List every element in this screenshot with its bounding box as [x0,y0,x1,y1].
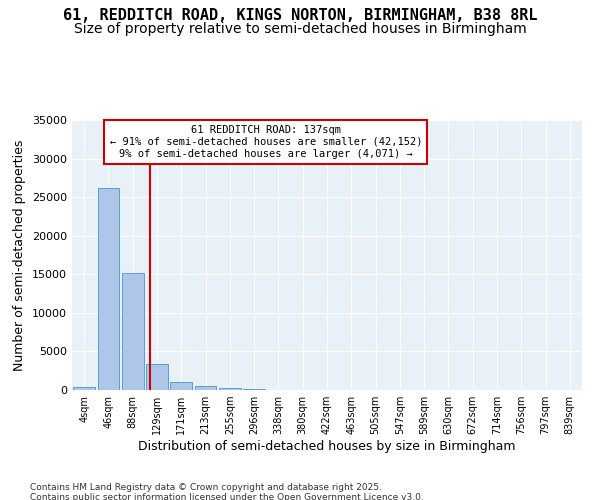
Text: 61 REDDITCH ROAD: 137sqm
← 91% of semi-detached houses are smaller (42,152)
9% o: 61 REDDITCH ROAD: 137sqm ← 91% of semi-d… [110,126,422,158]
Text: Size of property relative to semi-detached houses in Birmingham: Size of property relative to semi-detach… [74,22,526,36]
Bar [219,388,241,390]
Bar [73,387,95,390]
Bar [194,386,217,390]
Y-axis label: Number of semi-detached properties: Number of semi-detached properties [13,140,26,370]
Text: 61, REDDITCH ROAD, KINGS NORTON, BIRMINGHAM, B38 8RL: 61, REDDITCH ROAD, KINGS NORTON, BIRMING… [63,8,537,22]
Bar [170,382,192,390]
Text: Contains HM Land Registry data © Crown copyright and database right 2025.
Contai: Contains HM Land Registry data © Crown c… [30,482,424,500]
Bar [243,389,265,390]
Bar [122,272,143,390]
Bar [146,364,168,390]
Bar [97,188,119,390]
X-axis label: Distribution of semi-detached houses by size in Birmingham: Distribution of semi-detached houses by … [138,440,516,453]
